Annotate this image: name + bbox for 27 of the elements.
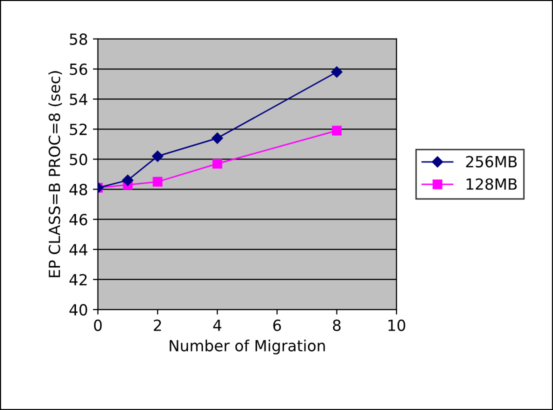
legend-label: 256MB xyxy=(466,156,517,168)
x-tick-label: 6 xyxy=(273,320,281,332)
y-tick-label: 54 xyxy=(70,94,88,106)
y-tick-label: 46 xyxy=(69,214,88,226)
legend-label: 128MB xyxy=(466,178,517,190)
y-tick-label: 40 xyxy=(69,304,88,316)
point xyxy=(331,66,342,78)
y-tick-label: 52 xyxy=(70,124,87,136)
y-tick-label: 42 xyxy=(69,274,87,286)
point xyxy=(152,150,164,162)
x-tick-label: 2 xyxy=(154,320,161,331)
y-tick-label: 50 xyxy=(70,154,88,166)
point xyxy=(212,132,223,144)
point xyxy=(332,126,342,136)
point xyxy=(122,174,134,186)
x-tick-label: 0 xyxy=(94,320,102,332)
y-axis-title: EP CLASS=B PROC=8 (sec) xyxy=(48,71,62,278)
x-tick-label: 4 xyxy=(213,320,222,331)
y-tick-label: 48 xyxy=(69,184,88,196)
point xyxy=(152,176,162,187)
x-tick-label: 10 xyxy=(388,320,406,332)
y-tick-label: 56 xyxy=(70,63,88,76)
y-tick-label: 44 xyxy=(69,244,88,256)
y-tick-label: 58 xyxy=(70,33,88,45)
x-axis-title: Number of Migration xyxy=(170,340,325,354)
point xyxy=(212,158,222,169)
x-tick-label: 8 xyxy=(332,320,341,332)
